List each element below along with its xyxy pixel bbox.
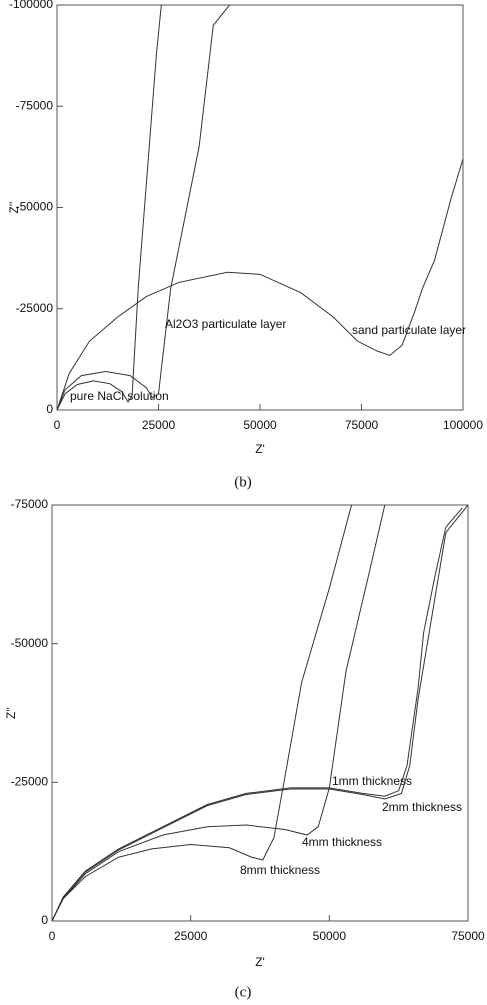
caption: (c) [235,984,252,1000]
plot-frame [51,504,469,922]
y-tick-label: -50000 [11,636,49,650]
plot-frame [56,4,464,411]
y-tick-label: -100000 [9,0,53,11]
y-axis-label: Z'' [4,707,18,719]
curve-label: 1mm thickness [332,774,412,788]
curve [57,158,463,410]
y-tick-label: -25000 [11,775,49,789]
x-tick-label: 25000 [174,929,208,943]
x-tick-label: 75000 [451,929,485,943]
x-tick-label: 100000 [443,418,483,432]
curve-label: Al2O3 particulate layer [165,317,286,331]
curve [52,505,353,921]
y-tick-label: 0 [41,913,48,927]
caption: (b) [234,474,252,490]
x-tick-label: 25000 [142,418,176,432]
curve [52,505,386,921]
x-axis-label: Z' [255,955,265,969]
x-axis-label: Z' [255,442,265,456]
curve [57,5,230,410]
x-tick-label: 0 [49,929,56,943]
curve-label: pure NaCl solution [70,389,169,403]
curve-label: 2mm thickness [382,800,462,814]
y-tick-label: -25000 [16,301,54,315]
x-tick-label: 50000 [313,929,347,943]
x-tick-label: 75000 [345,418,379,432]
y-tick-label: -75000 [11,497,49,511]
curve [52,505,468,921]
curve-label: 8mm thickness [240,863,320,877]
y-tick-label: 0 [46,402,53,416]
curve-label: sand particulate layer [352,323,466,337]
curve-label: 4mm thickness [302,835,382,849]
y-axis-label: Z'' [7,202,21,214]
y-tick-label: -50000 [16,200,54,214]
curve [52,507,463,921]
curve [57,5,162,410]
x-tick-label: 50000 [243,418,277,432]
x-tick-label: 0 [54,418,61,432]
y-tick-label: -75000 [16,98,54,112]
